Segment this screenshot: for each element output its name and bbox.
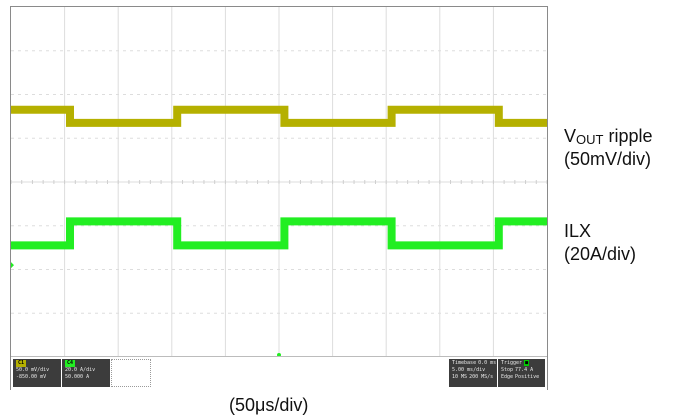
time-scale-label: (50μs/div) [229,395,309,415]
timebase-samples: 10 MS [452,374,468,380]
trigger-readout: Trigger ■ Stop 77.4 A Edge Positive [498,359,545,387]
channel4-tag: C4 [65,360,76,367]
vout-scale-label: (50mV/div) [564,149,652,169]
trigger-level: 77.4 A [515,367,534,373]
timebase-readout: Timebase 0.0 ms 5.00 ms/div 10 MS 200 MS/s [449,359,497,387]
timebase-title: Timebase [452,360,477,366]
timebase-delay: 0.0 ms [478,360,497,366]
timebase-per-div: 5.00 ms/div [452,367,486,373]
channel4-offset-marker [11,262,14,269]
status-bar: C1 50.0 mV/div -850.00 mV C4 20.0 A/div … [11,356,547,390]
channel4-offset: 50.000 A [65,374,90,380]
vout-label: VOUT ripple [564,126,653,147]
trigger-title: Trigger [501,360,523,366]
ilx-waveform-edge [11,220,547,247]
timebase-rate: 200 MS/s [469,374,494,380]
channel1-scale: 50.0 mV/div [16,367,50,373]
ilx-label: ILX [564,221,592,241]
channel1-tag: C1 [16,360,27,367]
channel4-readout: C4 20.0 A/div 50.000 A [62,359,110,387]
vout-waveform-edge [11,109,547,124]
trigger-type: Edge [501,374,514,380]
ilx-scale-label: (20A/div) [564,244,637,264]
trigger-mode: Stop [501,367,514,373]
oscilloscope-screen: C1 50.0 mV/div -850.00 mV C4 20.0 A/div … [10,6,548,390]
channel1-readout: C1 50.0 mV/div -850.00 mV [13,359,61,387]
channel4-scale: 20.0 A/div [65,367,96,373]
empty-channel-slot [111,359,151,387]
trigger-level-marker [544,218,547,225]
channel1-offset: -850.00 mV [16,374,47,380]
waveform-plot [11,7,547,357]
trigger-slope: Positive [515,374,540,380]
